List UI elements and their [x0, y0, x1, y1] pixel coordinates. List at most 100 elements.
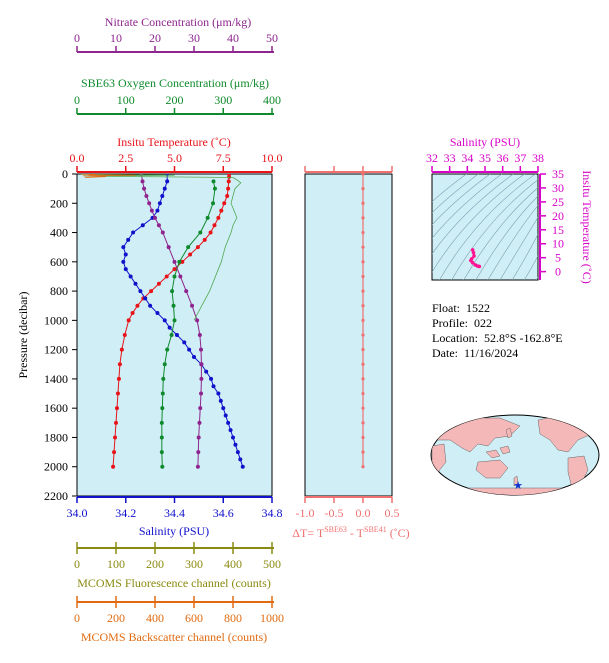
delta-t-plot-area	[304, 173, 393, 497]
data-point-insitu-temperature	[195, 245, 200, 250]
data-point-insitu-temperature	[212, 223, 217, 228]
data-point-salinity	[121, 245, 126, 250]
data-point-nitrate	[184, 289, 189, 294]
data-point-delta-t	[361, 465, 365, 469]
world-map: ★	[430, 414, 600, 496]
ts-density-contour	[535, 276, 538, 280]
data-point-nitrate	[178, 274, 183, 279]
nitrate-tick-label: 20	[149, 31, 161, 45]
ts-density-contour	[439, 174, 536, 280]
data-point-delta-t	[361, 304, 365, 308]
data-point-insitu-temperature	[208, 230, 213, 235]
data-point-sbe63-oxygen	[211, 201, 216, 206]
data-point-salinity	[167, 325, 172, 330]
series-line-mcoms-backscatter	[80, 174, 136, 178]
backscatter-tick-label: 800	[224, 611, 242, 625]
data-point-salinity	[221, 406, 226, 411]
data-point-sbe63-oxygen	[160, 406, 165, 411]
data-point-salinity	[240, 464, 245, 469]
profile-value: 022	[474, 316, 492, 330]
data-point-delta-t	[361, 230, 365, 235]
salinity-tick-label: 34.0	[67, 506, 88, 520]
fluorescence-tick-label: 300	[185, 557, 203, 571]
profile-label: Profile:	[432, 316, 468, 330]
ts-density-contour	[523, 255, 538, 280]
data-point-nitrate	[172, 259, 177, 264]
data-point-sbe63-oxygen	[160, 464, 165, 469]
salinity-tick-label: 34.8	[262, 506, 283, 520]
data-point-salinity	[123, 252, 128, 257]
delta-t-axis-label: ΔT= TSBE63 - TSBE41 (˚C)	[292, 525, 409, 540]
oxygen-axis: SBE63 Oxygen Concentration (μm/kg) 0 100 2…	[74, 76, 281, 115]
data-point-delta-t	[361, 187, 365, 191]
data-point-delta-t	[361, 318, 365, 322]
data-point-salinity	[162, 186, 167, 191]
ts-data-point	[470, 248, 475, 252]
pressure-tick-label: 800	[50, 284, 68, 298]
location-label: Location:	[432, 331, 478, 345]
pressure-tick-label: 200	[50, 196, 68, 210]
data-point-insitu-temperature	[111, 464, 116, 469]
ts-salinity-tick-label: 36	[497, 151, 509, 165]
ts-temperature-label: Insitu Temperature (˚C)	[580, 170, 594, 284]
data-point-salinity	[148, 303, 153, 308]
float-label: Float:	[432, 301, 461, 315]
data-point-insitu-temperature	[113, 435, 118, 440]
data-point-salinity	[218, 398, 223, 403]
pressure-tick-label: 2000	[44, 460, 68, 474]
data-point-delta-t	[361, 201, 365, 205]
nitrate-tick-label: 10	[110, 31, 122, 45]
data-point-sbe63-oxygen	[170, 289, 175, 294]
data-point-sbe63-oxygen	[160, 391, 165, 396]
float-value: 1522	[466, 301, 491, 315]
data-point-nitrate	[140, 179, 145, 184]
data-point-nitrate	[199, 362, 204, 367]
temperature-tick-label: 10.0	[262, 151, 283, 165]
pressure-tick-label: 0	[62, 167, 68, 181]
data-point-insitu-temperature	[188, 252, 193, 257]
pressure-tick-label: 1200	[44, 343, 68, 357]
data-point-sbe63-oxygen	[198, 230, 203, 235]
fluorescence-axis-label: MCOMS Fluorescence channel (counts)	[77, 576, 271, 590]
data-point-insitu-temperature	[156, 281, 161, 286]
data-point-sbe63-oxygen	[186, 245, 191, 250]
backscatter-tick-label: 600	[185, 611, 203, 625]
location-value: 52.8°S -162.8°E	[483, 331, 563, 345]
data-point-salinity	[155, 311, 160, 316]
oxygen-tick-label: 400	[263, 93, 281, 107]
fluorescence-tick-label: 0	[74, 557, 80, 571]
data-point-insitu-temperature	[202, 237, 207, 242]
data-point-delta-t	[361, 274, 365, 279]
data-point-salinity	[226, 420, 231, 425]
data-point-insitu-temperature	[114, 420, 118, 425]
delta-t-tick-label: -1.0	[296, 506, 315, 520]
ts-density-contour	[511, 233, 538, 280]
data-point-delta-t	[361, 377, 365, 381]
oxygen-tick-label: 0	[74, 93, 80, 107]
temperature-tick-label: 7.5	[216, 151, 231, 165]
data-point-salinity	[228, 428, 233, 433]
data-point-insitu-temperature	[122, 333, 127, 337]
data-point-salinity	[165, 179, 170, 184]
pressure-axis: Pressure (decibar) 0 200 400 600 800 1000 1200…	[16, 167, 77, 503]
data-point-salinity	[235, 450, 240, 455]
oxygen-tick-label: 100	[117, 93, 135, 107]
data-point-insitu-temperature	[219, 208, 224, 213]
date-label: Date:	[432, 346, 458, 360]
data-point-insitu-temperature	[126, 318, 131, 323]
salinity-tick-label: 34.2	[115, 506, 136, 520]
data-point-nitrate	[198, 406, 203, 411]
pressure-tick-label: 600	[50, 255, 68, 269]
data-point-nitrate	[197, 333, 202, 337]
fluorescence-tick-label: 100	[107, 557, 125, 571]
backscatter-tick-label: 200	[107, 611, 125, 625]
data-point-salinity	[155, 208, 160, 213]
ts-density-contour	[432, 174, 525, 273]
data-point-insitu-temperature	[117, 362, 122, 367]
data-point-insitu-temperature	[180, 259, 185, 264]
data-point-delta-t	[361, 421, 365, 425]
temperature-axis: Insitu Temperature (˚C) 0.0 2.5 5.0 7.5 10.0	[70, 135, 283, 173]
data-point-sbe63-oxygen	[177, 259, 182, 264]
ts-temperature-tick-label: 10	[552, 237, 564, 251]
